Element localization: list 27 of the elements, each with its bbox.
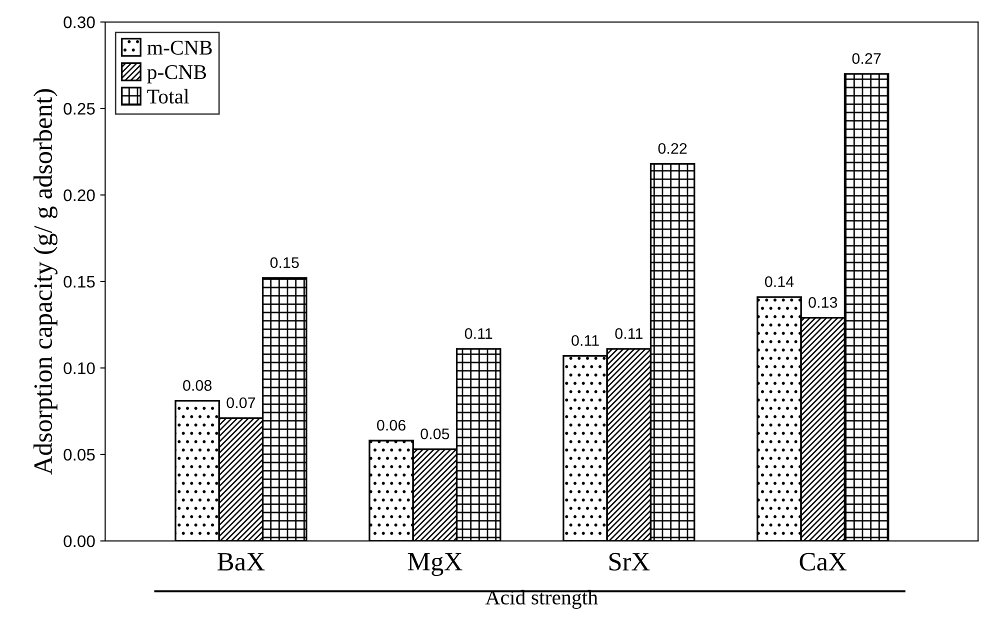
x-tick-label: MgX [408,553,462,576]
data-label: 0.22 [658,143,687,154]
y-tick-label: 0.30 [64,16,95,28]
y-tick-label: 0.05 [64,448,95,461]
data-label: 0.13 [808,297,838,308]
data-label: 0.11 [572,335,599,346]
data-label: 0.14 [764,276,794,288]
y-tick-label: 0.10 [64,362,95,374]
data-label: 0.27 [852,53,881,64]
x-tick-label: BaX [218,553,265,571]
data-label: 0.11 [464,328,492,339]
x-tick-label: SrX [609,552,650,571]
y-tick-label: 0.20 [64,189,95,202]
y-tick-label: 0.25 [64,102,95,115]
y-tick-label: 0.00 [64,535,95,548]
x-tick-label: CaX [800,552,847,571]
data-label: 0.05 [420,428,450,440]
y-tick-label: 0.15 [64,276,95,288]
legend-label: p-CNB [147,65,206,84]
data-label: 0.11 [615,328,642,339]
data-label: 0.15 [270,257,299,268]
legend-label: Total [147,88,189,104]
data-label: 0.06 [377,420,406,431]
data-label: 0.07 [226,397,256,408]
data-label: 0.08 [183,380,212,391]
legend-label: m-CNB [147,40,212,55]
y-axis-title: Adsorption capacity (g/ g adsorbent) [33,89,58,475]
